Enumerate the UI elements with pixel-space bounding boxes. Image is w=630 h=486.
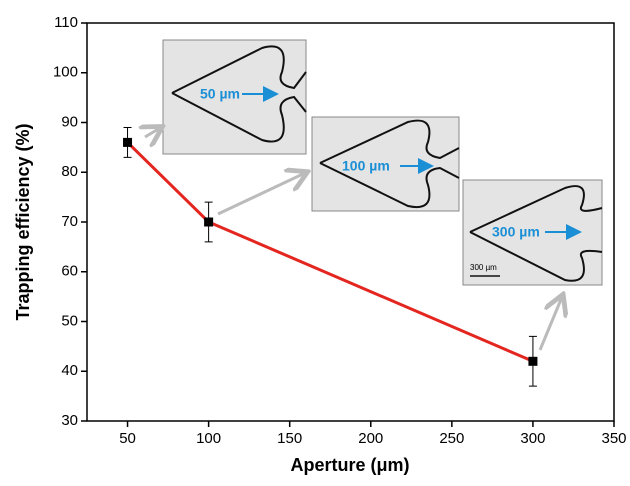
- data-point: [123, 137, 133, 147]
- pointer-arrow: [538, 297, 562, 351]
- x-tick-label: 350: [601, 430, 626, 447]
- y-tick-label: 30: [61, 412, 78, 429]
- pointer-arrow: [217, 173, 305, 216]
- scale-bar-label: 300 µm: [470, 263, 497, 272]
- y-tick-label: 50: [61, 312, 78, 329]
- inset-label: 300 µm: [492, 224, 540, 240]
- inset-50: 50 µm: [162, 39, 307, 155]
- y-axis-label: Trapping efficiency (%): [13, 123, 33, 320]
- x-tick-label: 50: [119, 430, 136, 447]
- data-point: [204, 217, 214, 227]
- inset-100: 100 µm: [311, 116, 460, 212]
- inset-300: 300 µm 300 µm: [462, 179, 603, 286]
- y-tick-label: 100: [53, 64, 78, 81]
- y-tick-label: 70: [61, 213, 78, 230]
- y-tick-label: 80: [61, 163, 78, 180]
- y-tick-label: 40: [61, 362, 78, 379]
- x-tick-label: 200: [358, 430, 383, 447]
- y-tick-label: 110: [54, 14, 78, 31]
- x-tick-label: 250: [439, 430, 464, 447]
- data-point: [528, 356, 538, 366]
- pointer-arrow: [145, 128, 160, 137]
- x-axis-label: Aperture (μm): [290, 455, 409, 475]
- x-tick-label: 300: [520, 430, 545, 447]
- x-tick-label: 100: [196, 430, 221, 447]
- inset-label: 50 µm: [200, 86, 240, 102]
- inset-label: 100 µm: [342, 158, 390, 174]
- x-tick-label: 150: [277, 430, 302, 447]
- y-tick-label: 60: [61, 263, 78, 280]
- y-tick-label: 90: [61, 113, 78, 130]
